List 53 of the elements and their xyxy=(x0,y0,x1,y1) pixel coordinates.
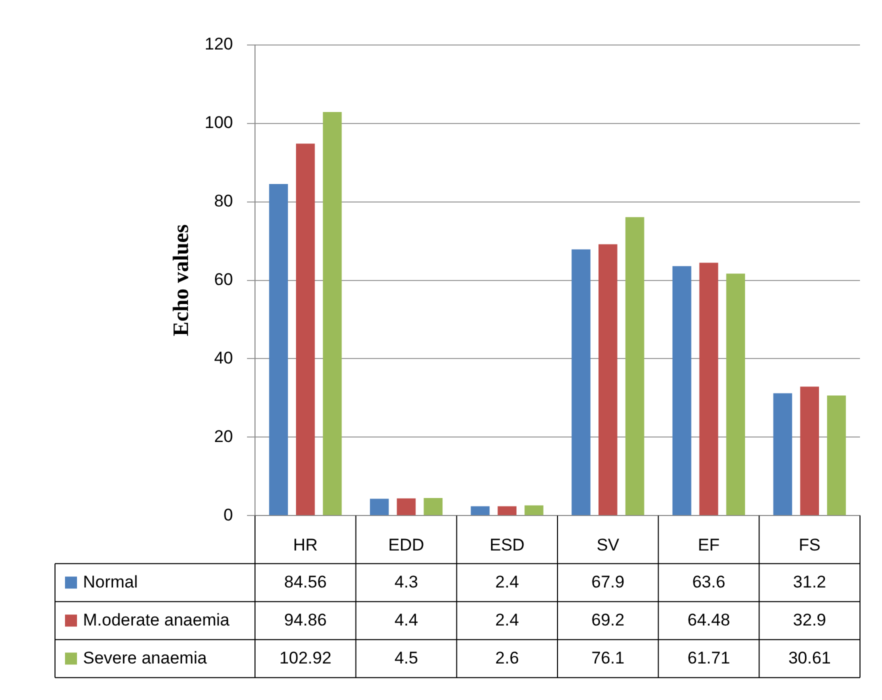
bar xyxy=(699,262,718,516)
bar xyxy=(470,506,490,516)
y-tick-label: 40 xyxy=(214,348,233,368)
data-label: 30.61 xyxy=(788,648,831,668)
bar xyxy=(572,249,590,516)
data-label: 31.2 xyxy=(793,572,826,592)
x-tick-label: EDD xyxy=(388,535,424,554)
bar xyxy=(773,393,792,516)
data-label: 102.92 xyxy=(279,648,332,668)
bar xyxy=(498,506,516,516)
data-label: 94.86 xyxy=(284,610,327,630)
bar xyxy=(827,396,846,516)
bar xyxy=(424,498,443,516)
bar xyxy=(269,184,288,516)
data-label: 4.5 xyxy=(394,648,418,668)
data-label: 61.71 xyxy=(687,648,730,668)
data-label: 4.3 xyxy=(394,572,418,592)
bar xyxy=(322,112,342,516)
data-label: 2.6 xyxy=(495,648,519,668)
data-label: 4.4 xyxy=(394,610,418,630)
y-axis-title: Echo values xyxy=(168,224,193,336)
legend-label: M.oderate anaemia xyxy=(83,610,230,630)
y-tick-label: 100 xyxy=(204,113,233,132)
bar xyxy=(672,266,692,516)
y-tick-label: 60 xyxy=(214,270,233,289)
x-tick-label: ESD xyxy=(490,535,525,554)
bar xyxy=(396,498,416,516)
y-tick-label: 120 xyxy=(204,34,233,54)
x-tick-label: SV xyxy=(596,535,620,554)
data-label: 64.48 xyxy=(687,610,730,630)
data-label: 63.6 xyxy=(692,572,726,592)
bar xyxy=(296,144,315,516)
data-label: 2.4 xyxy=(495,610,519,630)
x-tick-label: EF xyxy=(698,535,720,554)
x-tick-label: HR xyxy=(293,535,318,554)
bar xyxy=(726,274,746,516)
legend-label: Severe anaemia xyxy=(83,648,208,668)
bar xyxy=(524,505,544,516)
y-tick-label: 0 xyxy=(224,505,233,524)
data-label: 84.56 xyxy=(284,572,327,592)
data-label: 76.1 xyxy=(591,648,624,668)
bar xyxy=(598,244,618,516)
y-tick-label: 20 xyxy=(214,426,233,446)
bar xyxy=(370,498,389,516)
data-label: 2.4 xyxy=(495,572,519,592)
bar xyxy=(800,386,819,516)
legend-label: Normal xyxy=(83,572,138,592)
data-label: 69.2 xyxy=(591,610,624,630)
bar xyxy=(625,217,644,516)
x-tick-label: FS xyxy=(798,535,820,554)
data-label: 67.9 xyxy=(591,572,624,592)
y-tick-label: 80 xyxy=(214,192,233,211)
data-label: 32.9 xyxy=(793,610,826,630)
